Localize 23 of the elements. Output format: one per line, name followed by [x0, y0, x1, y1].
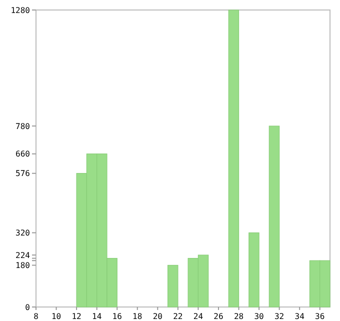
y-tick-label: 576 [16, 169, 30, 178]
y-tick-label: 180 [16, 261, 30, 270]
y-tick-label: 320 [16, 228, 30, 238]
x-tick-label: 28 [234, 312, 244, 321]
x-tick-label: 26 [214, 312, 224, 321]
x-tick-label: 22 [173, 312, 183, 321]
y-tick-label: 224 [16, 250, 30, 260]
x-tick-label: 14 [92, 312, 102, 321]
x-tick-label: 20 [152, 312, 163, 321]
x-tick-label: 24 [193, 312, 204, 321]
x-tick-label: 18 [132, 312, 142, 321]
x-tick-label: 16 [112, 312, 122, 321]
x-tick-label: 34 [294, 312, 305, 321]
x-tick-label: 8 [34, 312, 39, 321]
x-tick-label: 36 [315, 312, 325, 321]
y-tick-label: 0 [25, 302, 30, 312]
x-tick-label: 30 [254, 312, 264, 321]
x-tick-label: 12 [72, 312, 82, 321]
x-tick-label: 10 [51, 312, 62, 321]
y-tick-label: 1280 [10, 6, 30, 15]
y-tick-label: 780 [16, 122, 30, 131]
x-tick-label: 32 [274, 312, 284, 321]
y-tick-label: 660 [16, 150, 30, 159]
